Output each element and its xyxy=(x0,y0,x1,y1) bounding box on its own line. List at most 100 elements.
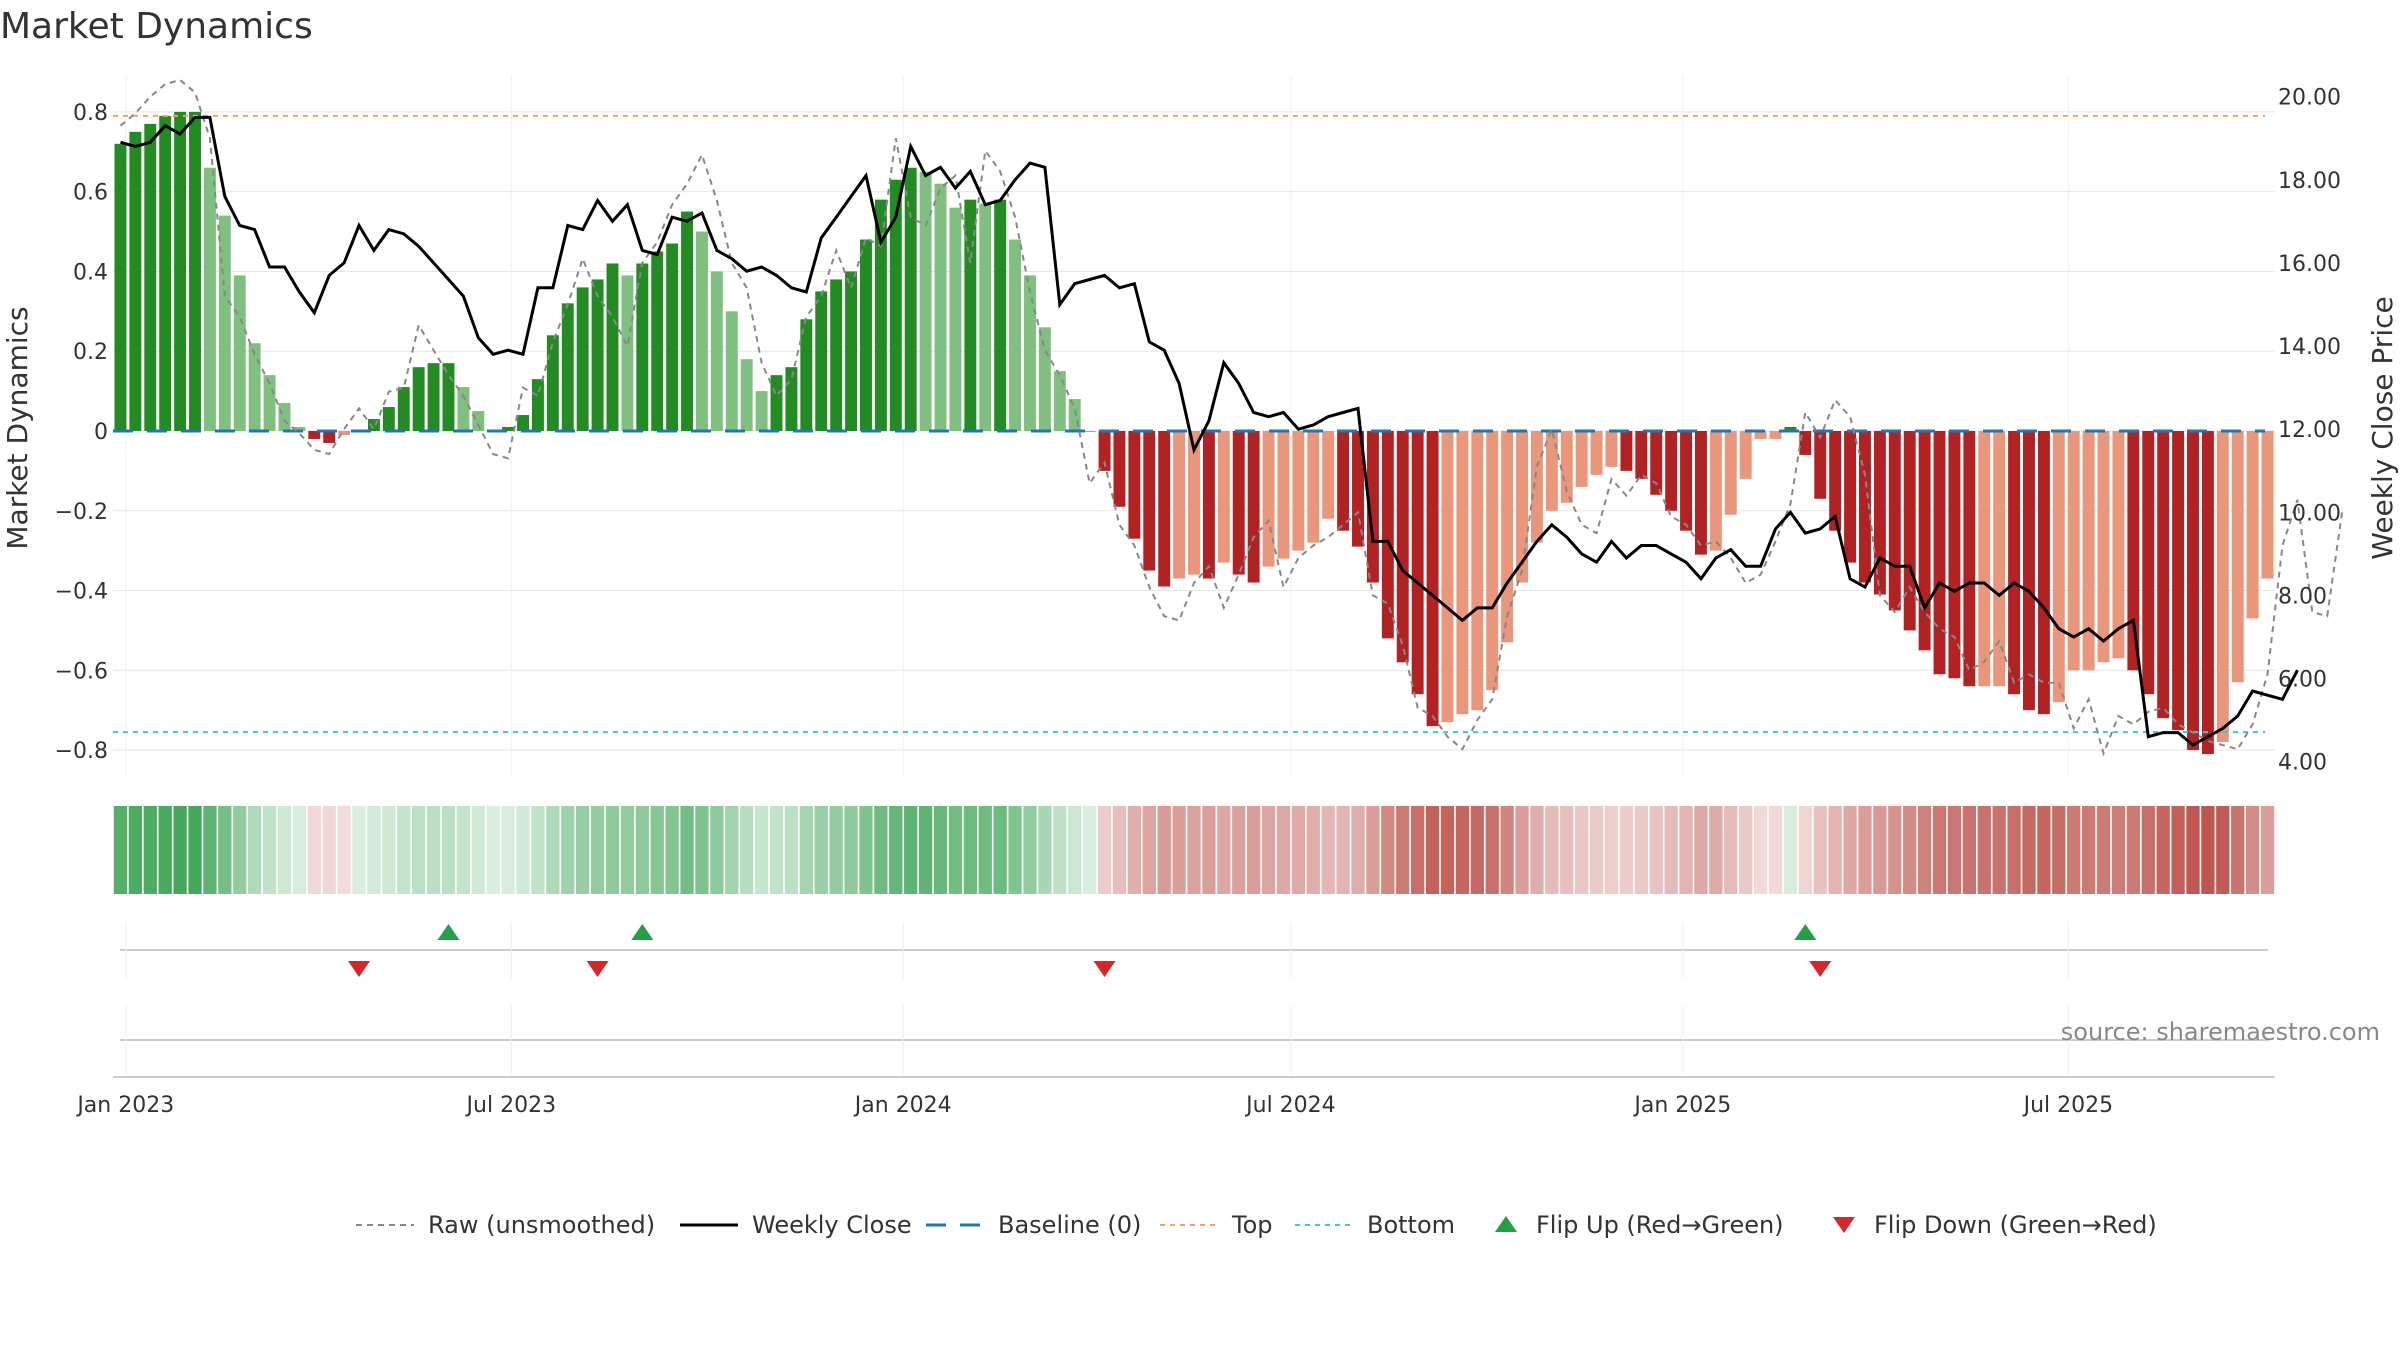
dynamics-bar xyxy=(1441,430,1454,723)
dynamics-bar xyxy=(472,411,485,431)
dynamics-bar xyxy=(1635,430,1648,479)
dynamics-bar xyxy=(1993,430,2006,687)
bars xyxy=(114,111,2274,755)
y-tick-label: −0.8 xyxy=(55,739,108,764)
flip-up-marker xyxy=(437,924,460,940)
heat-cell xyxy=(1873,806,1887,894)
dynamics-bar xyxy=(1784,426,1797,431)
heat-cell xyxy=(337,806,351,894)
heat-cell xyxy=(1246,806,1261,894)
dynamics-bar xyxy=(174,111,187,431)
heat-cell xyxy=(2141,806,2155,894)
heat-cell xyxy=(665,806,679,894)
dynamics-bar xyxy=(427,363,440,431)
heat-cell xyxy=(650,806,664,894)
heat-cell xyxy=(173,806,187,894)
dynamics-bar xyxy=(1083,430,1096,432)
heat-cell xyxy=(561,806,575,894)
dynamics-bar xyxy=(1188,430,1200,575)
heat-cell xyxy=(1336,806,1350,894)
heat-cell xyxy=(1739,806,1753,894)
heat-cell xyxy=(158,806,172,894)
heat-cell xyxy=(456,806,471,894)
heat-cell xyxy=(1724,806,1738,894)
dynamics-bar xyxy=(785,367,798,431)
heat-cell xyxy=(1291,806,1306,894)
raw-line xyxy=(119,78,2344,757)
heat-cell xyxy=(2245,806,2260,894)
heat-cell xyxy=(1142,806,1156,894)
heat-cell xyxy=(948,806,963,894)
dynamics-bar xyxy=(725,311,738,431)
dynamics-bar xyxy=(203,167,216,431)
heat-cell xyxy=(1455,806,1470,894)
dynamics-bar xyxy=(949,207,962,431)
dynamics-bar xyxy=(845,271,858,431)
dynamics-bar xyxy=(189,111,201,431)
dynamics-bar xyxy=(1829,430,1842,531)
dynamics-bar xyxy=(546,335,559,431)
dynamics-bar xyxy=(1963,430,1976,687)
dynamics-bar xyxy=(144,123,157,431)
heat-cell xyxy=(2156,806,2170,894)
heat-cell xyxy=(1947,806,1962,894)
heat-cell xyxy=(1053,806,1067,894)
dynamics-bar xyxy=(1665,430,1678,511)
legend-label: Weekly Close xyxy=(752,1211,912,1239)
dynamics-bar xyxy=(1799,430,1812,455)
dynamics-bar xyxy=(666,243,679,431)
heat-cell xyxy=(2216,806,2230,894)
y2-tick-label: 14.00 xyxy=(2278,335,2341,360)
dynamics-bar xyxy=(397,387,410,431)
dynamics-bar xyxy=(919,171,932,431)
dynamics-bar xyxy=(695,231,708,431)
dynamics-bar xyxy=(1903,430,1916,631)
y2-tick-label: 6.00 xyxy=(2278,668,2327,693)
dynamics-bar xyxy=(904,167,917,431)
dynamics-bar xyxy=(889,179,902,431)
heat-cell xyxy=(218,806,232,894)
dynamics-bar xyxy=(218,215,231,431)
heat-cell xyxy=(247,806,262,894)
dynamics-bar xyxy=(1024,275,1036,431)
heat-cell xyxy=(1962,806,1976,894)
dynamics-bar xyxy=(442,363,455,431)
dynamics-bar xyxy=(1217,430,1230,563)
heat-cell xyxy=(128,806,143,894)
heat-cell xyxy=(1470,806,1484,894)
dynamics-bar xyxy=(1739,430,1752,479)
dynamics-bar xyxy=(1202,430,1215,579)
heat-cell xyxy=(1888,806,1902,894)
heat-cell xyxy=(680,806,694,894)
heat-cell xyxy=(1202,806,1216,894)
dynamics-bar xyxy=(606,263,619,431)
heat-cell xyxy=(516,806,530,894)
heat-cell xyxy=(1425,806,1440,894)
dynamics-bar xyxy=(1277,430,1290,559)
dynamics-bar xyxy=(1471,430,1484,711)
dynamics-bar xyxy=(874,199,887,431)
dynamics-bar xyxy=(1501,430,1514,643)
y-tick-label: −0.2 xyxy=(55,500,108,525)
dynamics-bar xyxy=(338,430,351,435)
heat-cell xyxy=(1500,806,1514,894)
heat-cell xyxy=(769,806,784,894)
heat-cell xyxy=(1903,806,1917,894)
heat-cell xyxy=(754,806,769,894)
dynamics-bar xyxy=(1560,430,1573,503)
heat-cell xyxy=(1858,806,1872,894)
heat-cell xyxy=(1694,806,1708,894)
heat-cell xyxy=(382,806,396,894)
dynamics-bar xyxy=(1247,430,1260,583)
heat-cell xyxy=(486,806,500,894)
heat-cell xyxy=(546,806,560,894)
heat-cell xyxy=(605,806,620,894)
dynamics-bar xyxy=(308,430,321,439)
weekly-close-line xyxy=(120,115,2299,747)
legend-label: Flip Up (Red→Green) xyxy=(1536,1211,1784,1239)
heat-cell xyxy=(710,806,724,894)
dynamics-bar xyxy=(2112,430,2125,659)
dynamics-bar xyxy=(1873,430,1886,595)
heat-cell xyxy=(412,806,426,894)
heat-cell xyxy=(352,806,366,894)
